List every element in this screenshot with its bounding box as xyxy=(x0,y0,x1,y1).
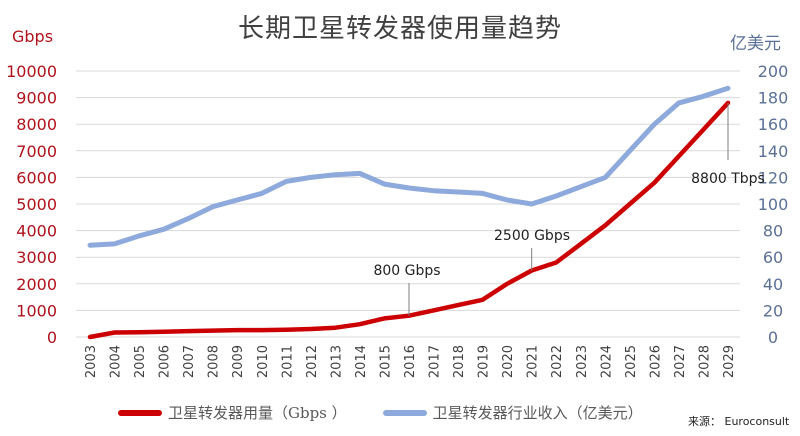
legend: 卫星转发器用量（Gbps ） 卫星转发器行业收入（亿美元） xyxy=(118,402,679,423)
left-tick-label: 10000 xyxy=(6,62,57,81)
legend-item-usage[interactable]: 卫星转发器用量（Gbps ） xyxy=(118,402,347,423)
x-tick-label: 2027 xyxy=(673,345,688,378)
legend-label: 卫星转发器行业收入（亿美元） xyxy=(432,404,643,422)
legend-label: 卫星转发器用量（Gbps ） xyxy=(168,404,347,422)
left-tick-label: 1000 xyxy=(16,301,57,320)
x-tick-label: 2008 xyxy=(207,345,222,378)
x-tick-label: 2014 xyxy=(354,345,369,378)
x-tick-label: 2010 xyxy=(256,345,271,378)
left-tick-label: 2000 xyxy=(16,275,57,294)
x-tick-label: 2023 xyxy=(575,345,590,378)
data-annotation: 2500 Gbps xyxy=(494,228,570,244)
chart-title: 长期卫星转发器使用量趋势 xyxy=(237,14,562,44)
left-tick-label: 3000 xyxy=(16,248,57,267)
left-tick-label: 6000 xyxy=(16,168,57,187)
x-tick-label: 2017 xyxy=(428,345,443,378)
x-tick-label: 2016 xyxy=(403,345,418,378)
legend-item-revenue[interactable]: 卫星转发器行业收入（亿美元） xyxy=(382,402,643,423)
revenue-line[interactable] xyxy=(87,85,731,248)
right-tick-label: 120 xyxy=(758,168,789,187)
x-tick-label: 2018 xyxy=(452,345,467,378)
x-tick-label: 2020 xyxy=(501,345,516,378)
x-tick-label: 2009 xyxy=(231,345,246,378)
x-tick-label: 2025 xyxy=(624,345,639,378)
left-tick-label: 0 xyxy=(47,328,57,347)
x-tick-label: 2019 xyxy=(477,345,492,378)
source-note: 来源： Euroconsult xyxy=(688,415,790,428)
right-tick-label: 100 xyxy=(758,195,789,214)
left-tick-label: 9000 xyxy=(16,89,57,108)
right-tick-label: 80 xyxy=(763,222,783,241)
right-tick-label: 40 xyxy=(763,275,783,294)
right-axis-ticks: 0 20 40 60 80 100 120 140 160 180 200 xyxy=(758,62,789,347)
x-axis-ticks: 2003 2004 2005 2006 2007 2008 2009 2010 2011 2012… xyxy=(84,345,737,378)
x-tick-label: 2024 xyxy=(599,345,614,378)
x-tick-label: 2004 xyxy=(109,345,124,378)
right-tick-label: 0 xyxy=(768,328,778,347)
right-tick-label: 200 xyxy=(758,62,789,81)
left-axis-unit: Gbps xyxy=(12,27,54,46)
left-axis-ticks: 0 1000 2000 3000 4000 5000 6000 7000 8000 9000 100… xyxy=(6,62,57,347)
x-tick-label: 2015 xyxy=(378,345,393,378)
gridlines xyxy=(76,70,740,338)
x-tick-label: 2021 xyxy=(526,345,541,378)
right-axis-unit: 亿美元 xyxy=(730,34,781,54)
data-annotation: 800 Gbps xyxy=(373,263,440,279)
x-tick-label: 2013 xyxy=(329,345,344,378)
x-tick-label: 2029 xyxy=(722,345,737,378)
x-tick-label: 2022 xyxy=(550,345,565,378)
right-tick-label: 140 xyxy=(758,142,789,161)
right-tick-label: 60 xyxy=(763,248,783,267)
x-tick-label: 2011 xyxy=(280,345,295,378)
legend-swatch-red xyxy=(118,409,162,416)
x-tick-label: 2003 xyxy=(84,345,99,378)
right-tick-label: 180 xyxy=(758,89,789,108)
left-tick-label: 8000 xyxy=(16,115,57,134)
legend-swatch-blue xyxy=(382,409,427,416)
annotations: 800 Gbps 2500 Gbps 8800 Tbps xyxy=(373,102,765,316)
x-tick-label: 2005 xyxy=(133,345,148,378)
x-tick-label: 2028 xyxy=(697,345,712,378)
left-tick-label: 4000 xyxy=(16,222,57,241)
left-tick-label: 7000 xyxy=(16,142,57,161)
right-tick-label: 20 xyxy=(763,301,783,320)
x-tick-label: 2006 xyxy=(158,345,173,378)
data-annotation: 8800 Tbps xyxy=(691,171,765,187)
left-tick-label: 5000 xyxy=(16,195,57,214)
right-tick-label: 160 xyxy=(758,115,789,134)
x-tick-label: 2026 xyxy=(648,345,663,378)
x-tick-label: 2012 xyxy=(305,345,320,378)
x-tick-label: 2007 xyxy=(182,345,197,378)
